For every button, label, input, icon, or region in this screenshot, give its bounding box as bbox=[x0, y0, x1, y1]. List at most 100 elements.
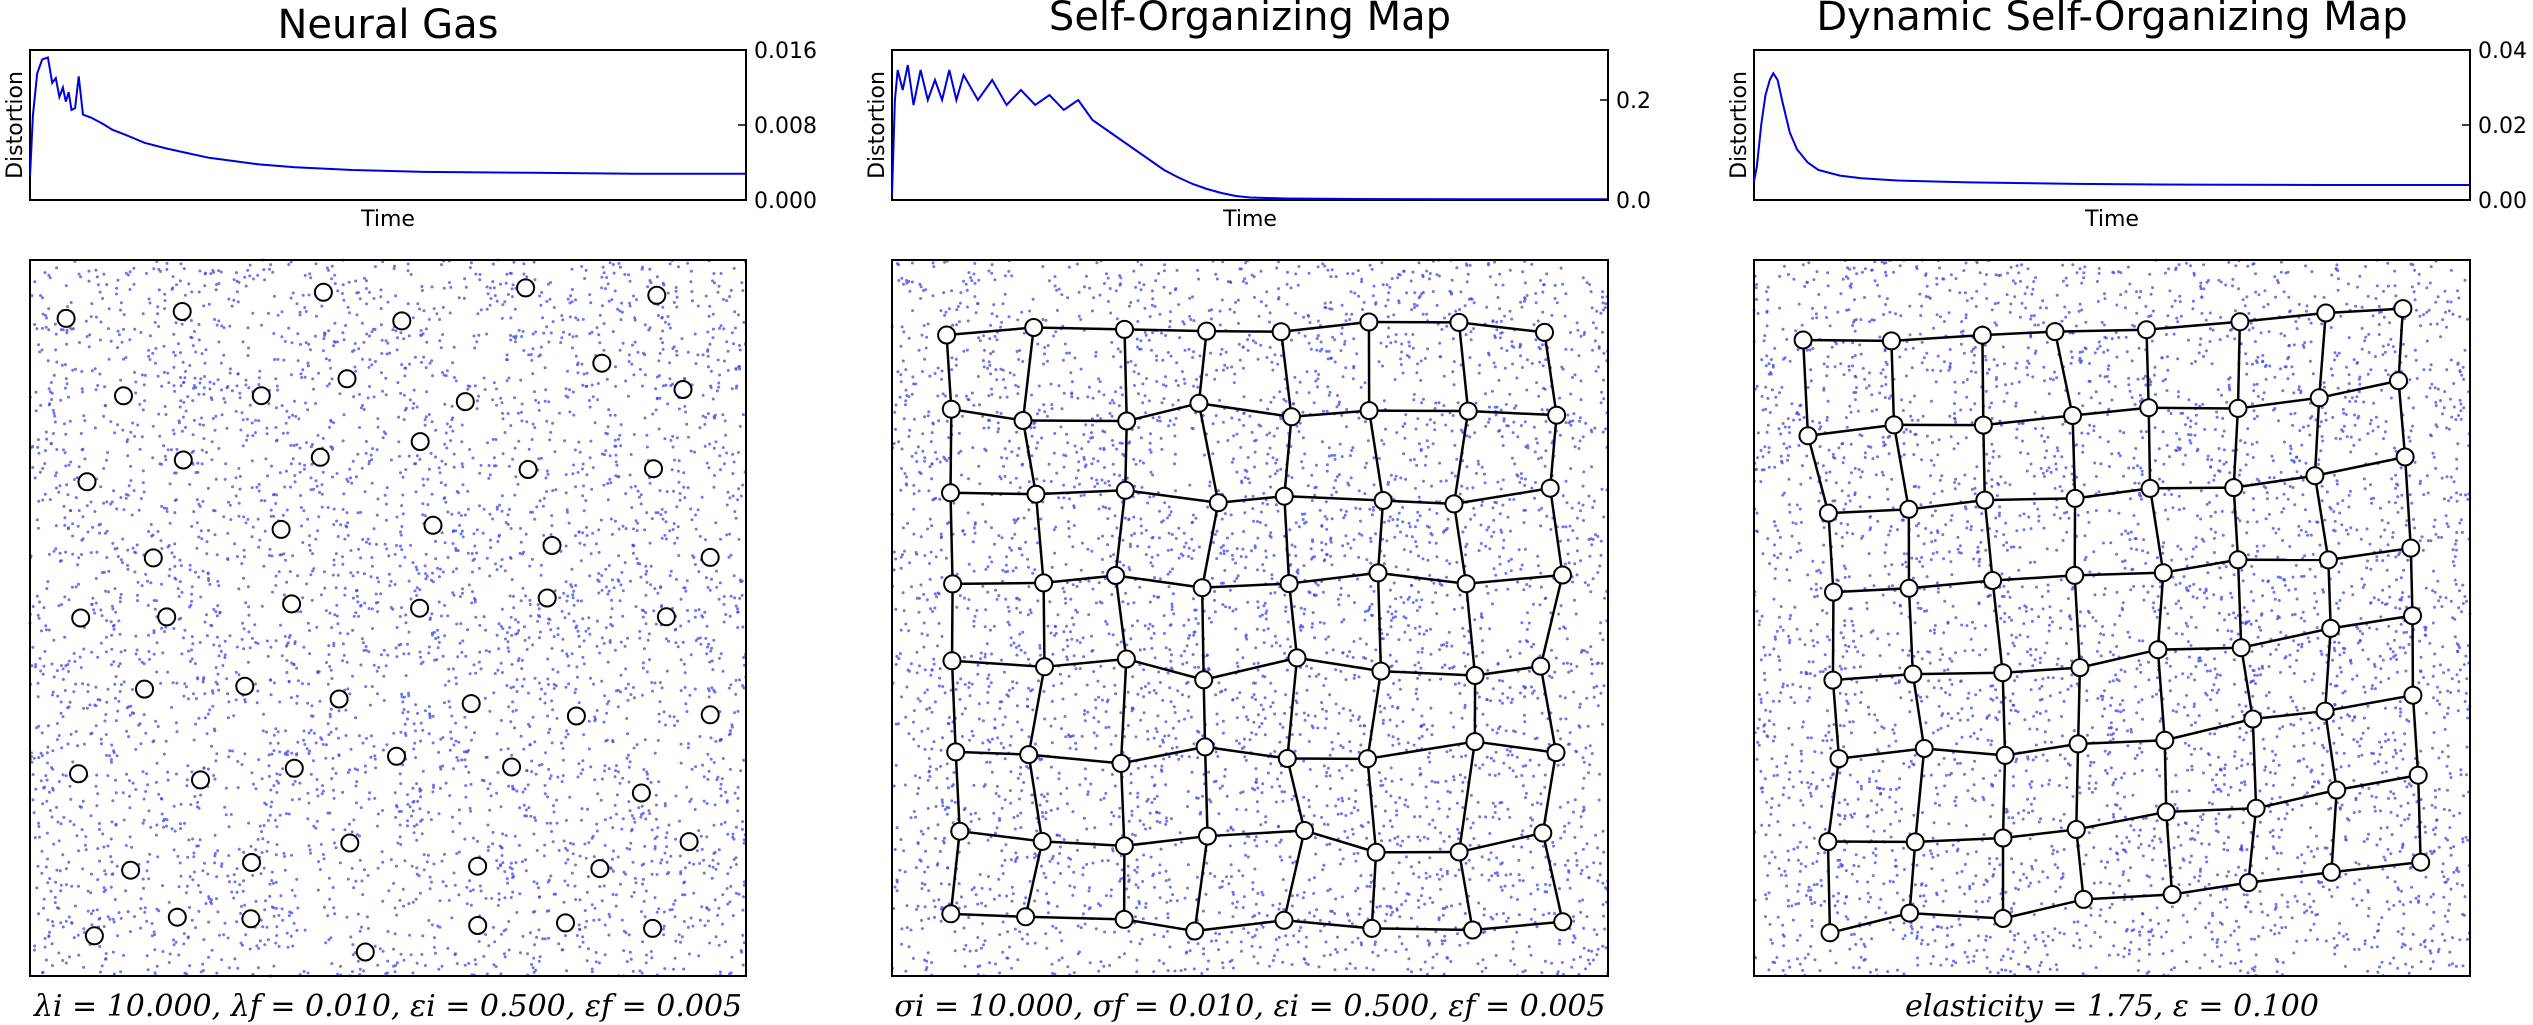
sample-point bbox=[90, 923, 94, 927]
sample-point bbox=[643, 915, 647, 919]
sample-point bbox=[613, 775, 617, 779]
sample-point bbox=[157, 412, 161, 416]
sample-point bbox=[341, 439, 345, 443]
sample-point bbox=[508, 271, 512, 275]
sample-point bbox=[514, 475, 518, 479]
sample-point bbox=[446, 946, 450, 950]
sample-point bbox=[1209, 620, 1213, 624]
sample-point bbox=[731, 472, 735, 475]
sample-point bbox=[931, 294, 935, 298]
sample-point bbox=[241, 340, 245, 344]
sample-point bbox=[916, 697, 920, 701]
sample-point bbox=[283, 752, 287, 756]
node bbox=[410, 432, 430, 452]
sample-point bbox=[447, 898, 451, 902]
sample-point bbox=[40, 754, 44, 758]
sample-point bbox=[192, 870, 196, 874]
sample-point bbox=[166, 670, 170, 674]
sample-point bbox=[321, 742, 325, 746]
sample-point bbox=[574, 485, 578, 489]
sample-point bbox=[34, 663, 38, 666]
sample-point bbox=[184, 891, 188, 895]
sample-point bbox=[1334, 490, 1338, 494]
sample-point bbox=[486, 849, 490, 852]
sample-point bbox=[261, 925, 265, 929]
sample-point bbox=[46, 918, 50, 922]
sample-point bbox=[212, 774, 216, 777]
sample-point bbox=[646, 285, 650, 289]
sample-point bbox=[714, 740, 718, 743]
sample-point bbox=[115, 286, 119, 290]
sample-point bbox=[597, 333, 601, 337]
sample-point bbox=[43, 936, 47, 940]
sample-point bbox=[532, 956, 536, 960]
sample-point bbox=[708, 588, 712, 592]
sample-point bbox=[38, 600, 41, 604]
sample-point bbox=[443, 603, 447, 607]
sample-point bbox=[372, 527, 376, 531]
sample-point bbox=[403, 408, 407, 412]
sample-point bbox=[236, 786, 240, 790]
sample-point bbox=[1281, 960, 1285, 964]
sample-point bbox=[262, 866, 266, 870]
sample-point bbox=[201, 869, 205, 873]
sample-point bbox=[125, 772, 129, 776]
sample-point bbox=[134, 747, 138, 751]
sample-point bbox=[361, 641, 365, 645]
sample-point bbox=[431, 571, 434, 575]
sample-point bbox=[1491, 801, 1495, 805]
sample-point bbox=[740, 281, 744, 285]
sample-point bbox=[725, 340, 729, 344]
sample-point bbox=[517, 843, 521, 847]
sample-point bbox=[333, 613, 337, 617]
sample-point bbox=[332, 796, 336, 800]
sample-point bbox=[328, 665, 332, 668]
sample-point bbox=[274, 406, 278, 410]
sample-point bbox=[224, 462, 228, 466]
sample-point bbox=[183, 628, 187, 632]
sample-point bbox=[267, 764, 271, 768]
sample-point bbox=[1136, 791, 1140, 795]
sample-point bbox=[424, 327, 428, 331]
sample-point bbox=[572, 619, 576, 623]
sample-point bbox=[1229, 863, 1233, 867]
sample-point bbox=[1260, 890, 1264, 894]
sample-point bbox=[580, 818, 584, 822]
sample-point bbox=[511, 784, 515, 788]
sample-point bbox=[1221, 420, 1225, 424]
sample-point bbox=[1599, 691, 1603, 695]
sample-point bbox=[394, 294, 398, 298]
sample-point bbox=[451, 591, 455, 595]
sample-point bbox=[507, 376, 511, 380]
sample-point bbox=[1511, 947, 1515, 951]
sample-point bbox=[180, 590, 184, 594]
sample-points bbox=[890, 258, 1610, 978]
sample-point bbox=[689, 280, 693, 284]
sample-point bbox=[664, 510, 668, 514]
sample-point bbox=[1091, 423, 1094, 427]
sample-point bbox=[720, 922, 724, 926]
sample-point bbox=[45, 831, 49, 835]
sample-point bbox=[708, 304, 712, 308]
sample-point bbox=[645, 953, 648, 957]
sample-point bbox=[94, 315, 98, 319]
sample-point bbox=[432, 862, 436, 866]
sample-point bbox=[91, 909, 95, 913]
sample-point bbox=[435, 658, 439, 662]
sample-point bbox=[734, 863, 738, 866]
sample-point bbox=[524, 858, 528, 862]
sample-point bbox=[898, 652, 902, 656]
sample-point bbox=[725, 299, 729, 303]
sample-point bbox=[1254, 732, 1258, 736]
sample-point bbox=[333, 273, 337, 277]
sample-point bbox=[148, 358, 152, 361]
sample-point bbox=[192, 692, 195, 696]
sample-point bbox=[412, 747, 416, 751]
sample-point bbox=[109, 855, 113, 859]
sample-point bbox=[223, 921, 227, 925]
sample-point bbox=[163, 292, 167, 296]
sample-point bbox=[924, 849, 927, 853]
sample-point bbox=[698, 862, 702, 865]
sample-point bbox=[460, 423, 464, 427]
sample-point bbox=[515, 690, 519, 693]
